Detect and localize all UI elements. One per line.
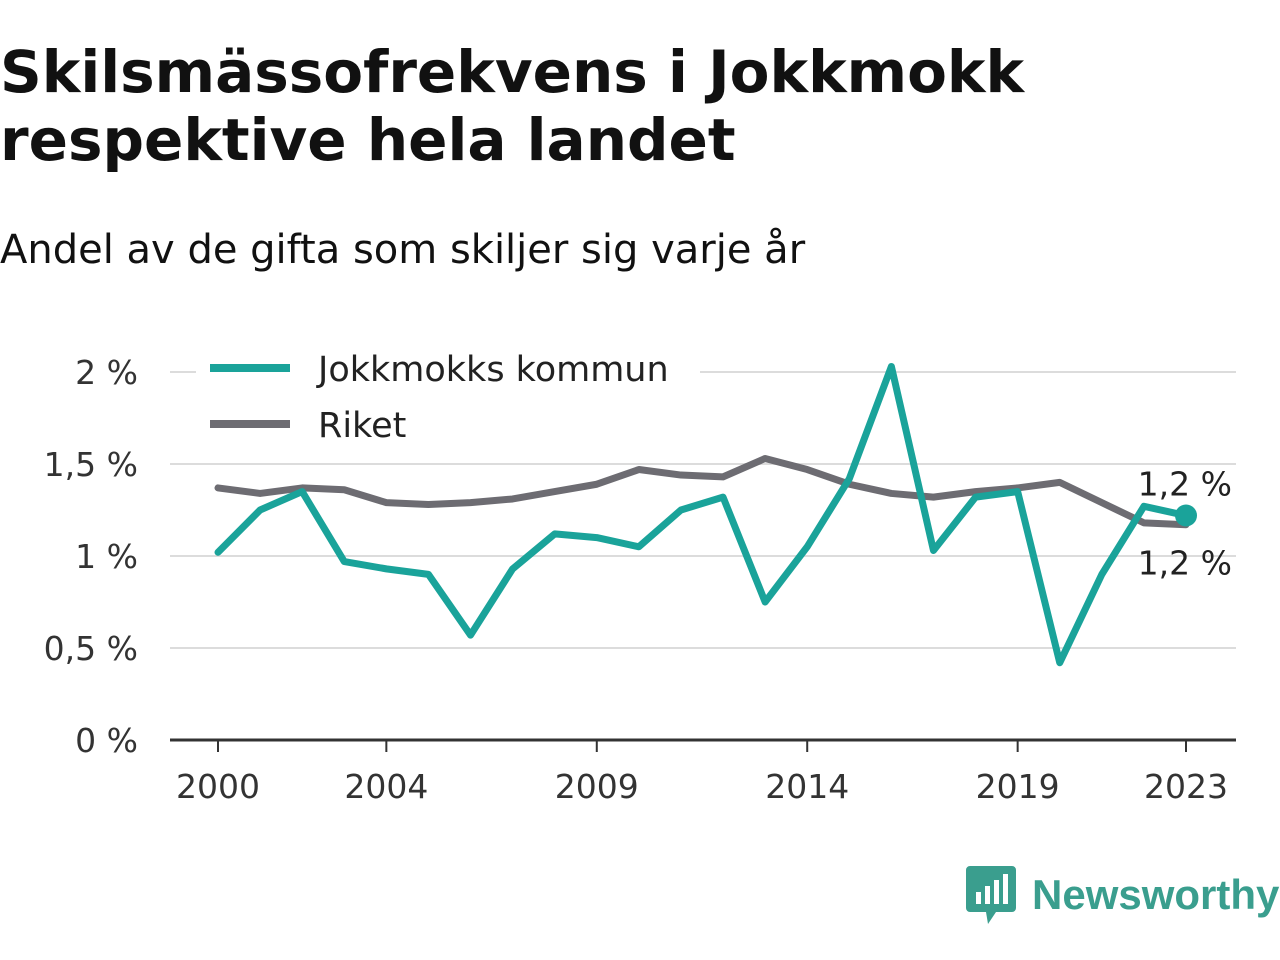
- series-line: [214, 454, 1190, 529]
- x-tick-label: 2019: [976, 767, 1060, 806]
- x-tick-label: 2023: [1144, 767, 1228, 806]
- y-tick-label: 1,5 %: [44, 445, 138, 484]
- chart-title: Skilsmässofrekvens i Jokkmokk respektive…: [0, 38, 1025, 174]
- legend: Jokkmokks kommun Riket: [196, 342, 700, 454]
- end-value-label: 1,2 %: [1138, 544, 1232, 583]
- y-tick-label: 1 %: [75, 537, 138, 576]
- y-tick-label: 0,5 %: [44, 629, 138, 668]
- x-tick-label: 2014: [765, 767, 849, 806]
- legend-background: [196, 342, 700, 454]
- x-tick-label: 2009: [555, 767, 639, 806]
- series-line: [214, 362, 1190, 667]
- y-tick-label: 2 %: [75, 353, 138, 392]
- x-tick-label: 2000: [176, 767, 260, 806]
- series-lines: [214, 362, 1197, 667]
- x-tick-label: 2004: [344, 767, 428, 806]
- end-labels: 1,2 % 1,2 %: [1138, 465, 1232, 583]
- axes: 0 % 0,5 % 1 % 1,5 % 2 % 2000 2004 2009 2014 2019 2…: [44, 353, 1236, 806]
- brand-logo: Newsworthy: [966, 866, 1279, 924]
- legend-label: Riket: [318, 406, 406, 446]
- chart-subtitle: Andel av de gifta som skiljer sig varje …: [0, 227, 806, 273]
- newsworthy-logo-icon: [966, 866, 1016, 924]
- y-tick-label: 0 %: [75, 721, 138, 760]
- end-marker: [1175, 504, 1197, 527]
- brand-name: Newsworthy: [1032, 871, 1280, 918]
- legend-label: Jokkmokks kommun: [316, 350, 669, 390]
- end-value-label: 1,2 %: [1138, 465, 1232, 504]
